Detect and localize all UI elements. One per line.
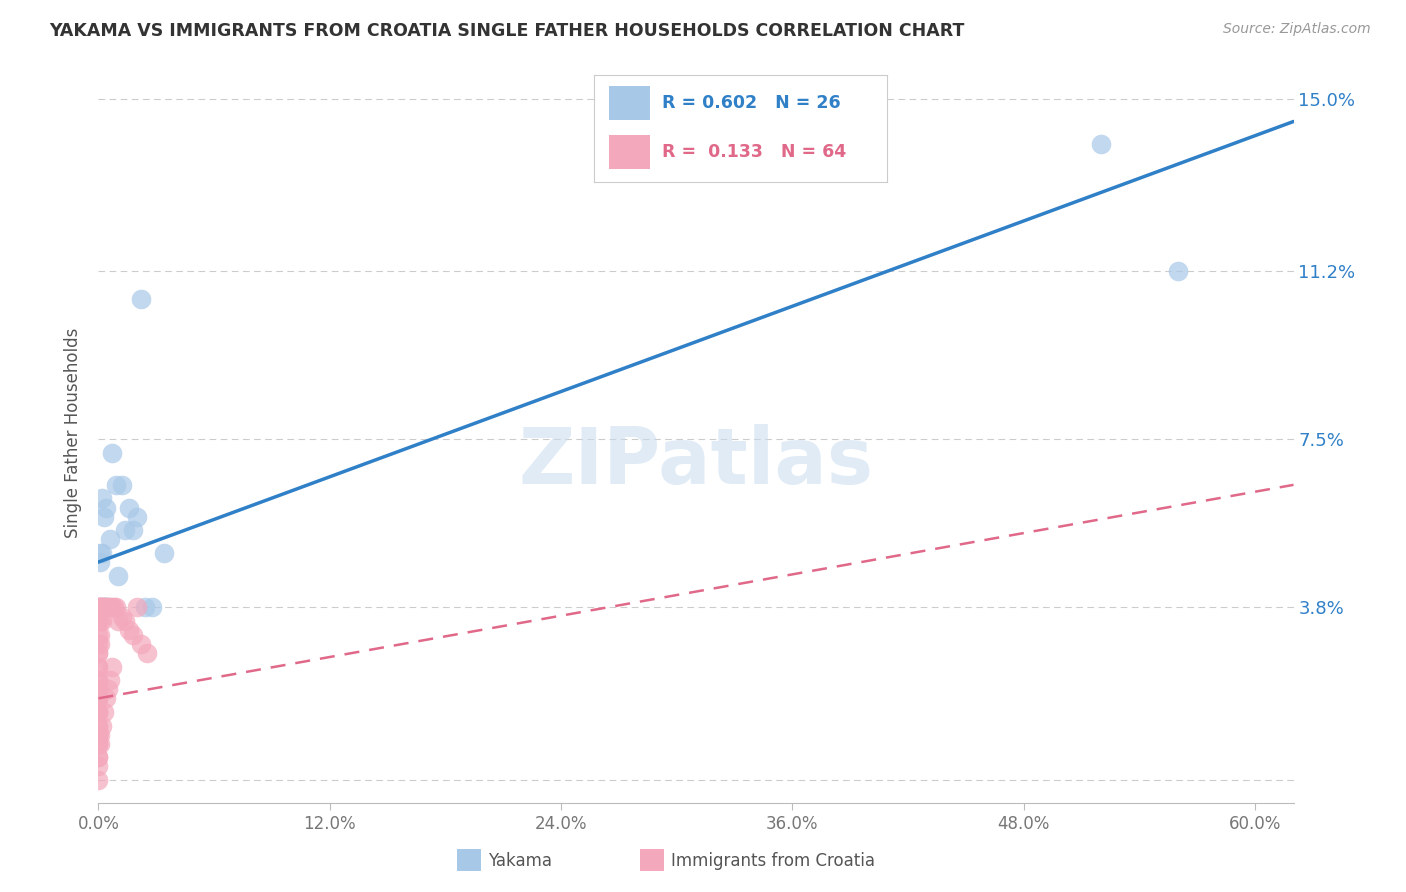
Point	[98, 673, 121, 688]
Point	[104, 600, 127, 615]
Point	[129, 637, 152, 651]
Point	[87, 673, 110, 688]
Point	[87, 659, 110, 673]
Y-axis label: Single Father Households: Single Father Households	[65, 327, 83, 538]
Point	[91, 546, 114, 560]
Point	[87, 728, 110, 742]
Point	[87, 646, 110, 660]
Point	[87, 773, 110, 788]
Point	[93, 600, 115, 615]
Point	[93, 509, 115, 524]
Point	[101, 600, 124, 615]
Point	[1090, 137, 1112, 152]
Point	[93, 600, 115, 615]
Point	[89, 614, 111, 628]
Point	[107, 568, 129, 582]
Text: Source: ZipAtlas.com: Source: ZipAtlas.com	[1223, 22, 1371, 37]
Point	[87, 682, 110, 697]
Point	[93, 600, 115, 615]
Point	[114, 614, 136, 628]
Point	[87, 600, 110, 615]
Point	[89, 737, 111, 751]
Point	[110, 609, 132, 624]
Point	[87, 718, 110, 732]
Point	[118, 500, 141, 515]
Point	[107, 614, 129, 628]
Point	[87, 659, 110, 673]
Point	[87, 750, 110, 764]
Point	[97, 682, 120, 697]
Text: Immigrants from Croatia: Immigrants from Croatia	[671, 852, 875, 870]
Point	[135, 646, 157, 660]
Point	[87, 750, 110, 764]
Point	[114, 523, 136, 537]
Point	[87, 614, 110, 628]
Point	[94, 691, 117, 706]
Point	[153, 546, 176, 560]
Point	[97, 600, 120, 615]
Point	[98, 533, 121, 547]
Point	[87, 705, 110, 719]
Point	[104, 478, 127, 492]
Point	[91, 600, 114, 615]
Point	[89, 600, 111, 615]
Point	[125, 509, 148, 524]
Point	[89, 637, 111, 651]
Point	[87, 637, 110, 651]
Point	[103, 600, 125, 615]
Point	[87, 718, 110, 732]
Point	[118, 624, 141, 638]
Point	[129, 292, 152, 306]
Point	[125, 600, 148, 615]
Point	[89, 555, 111, 569]
Point	[87, 759, 110, 773]
Point	[122, 523, 145, 537]
Point	[98, 600, 121, 615]
Point	[87, 705, 110, 719]
Point	[87, 737, 110, 751]
Point	[89, 600, 111, 615]
Point	[87, 600, 110, 615]
Point	[89, 600, 111, 615]
Text: YAKAMA VS IMMIGRANTS FROM CROATIA SINGLE FATHER HOUSEHOLDS CORRELATION CHART: YAKAMA VS IMMIGRANTS FROM CROATIA SINGLE…	[49, 22, 965, 40]
Point	[89, 728, 111, 742]
Point	[87, 682, 110, 697]
Point	[91, 718, 114, 732]
Point	[97, 600, 120, 615]
Point	[122, 628, 145, 642]
Text: ZIPatlas: ZIPatlas	[519, 425, 873, 500]
Point	[94, 600, 117, 615]
Point	[91, 614, 114, 628]
Point	[91, 491, 114, 506]
Point	[141, 600, 163, 615]
Point	[94, 600, 117, 615]
Text: Yakama: Yakama	[488, 852, 553, 870]
Point	[87, 682, 110, 697]
Point	[94, 500, 117, 515]
Point	[93, 600, 115, 615]
Point	[87, 728, 110, 742]
Point	[87, 691, 110, 706]
Point	[87, 614, 110, 628]
Point	[87, 737, 110, 751]
Point	[87, 691, 110, 706]
Point	[110, 478, 132, 492]
Point	[91, 600, 114, 615]
Point	[89, 546, 111, 560]
Point	[101, 659, 124, 673]
Point	[93, 705, 115, 719]
Point	[87, 628, 110, 642]
Point	[1167, 264, 1189, 278]
Point	[87, 728, 110, 742]
Point	[89, 628, 111, 642]
Point	[87, 673, 110, 688]
Point	[87, 646, 110, 660]
Point	[87, 705, 110, 719]
Point	[87, 691, 110, 706]
Point	[134, 600, 156, 615]
Point	[101, 446, 124, 460]
